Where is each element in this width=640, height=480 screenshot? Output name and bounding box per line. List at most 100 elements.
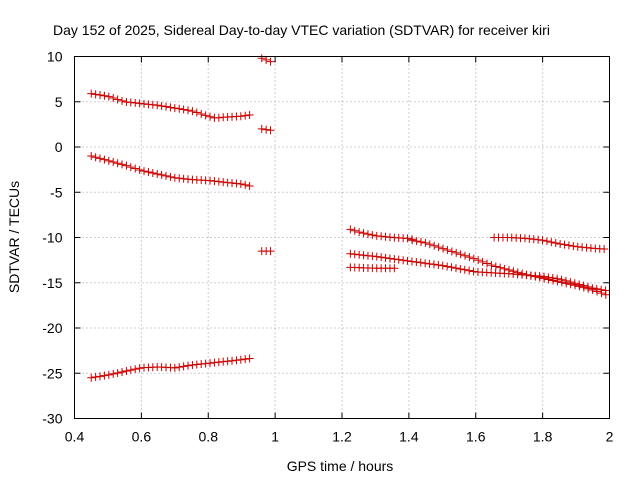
data-point-plus [162, 171, 171, 180]
data-point-plus [439, 244, 448, 253]
data-point-plus [188, 107, 197, 116]
x-tick-label: 1 [271, 429, 279, 445]
data-point-plus [561, 276, 570, 285]
data-point-plus [390, 255, 399, 264]
data-point-plus [355, 228, 364, 237]
data-point-plus [539, 272, 548, 281]
data-point-plus [597, 285, 606, 294]
data-point-plus [122, 367, 131, 376]
series-track-d [257, 54, 275, 66]
data-point-plus [236, 355, 245, 364]
data-point-plus [192, 108, 201, 117]
data-point-plus [118, 368, 127, 377]
data-point-plus [140, 167, 149, 176]
data-point-plus [452, 248, 461, 257]
data-point-plus [135, 364, 144, 373]
data-point-plus [175, 104, 184, 113]
series-track-g [346, 225, 416, 244]
data-point-plus [166, 172, 175, 181]
data-point-plus [122, 161, 131, 170]
data-point-plus [403, 256, 412, 265]
data-point-plus [399, 256, 408, 265]
data-point-plus [447, 247, 456, 256]
data-point-plus [109, 158, 118, 167]
data-point-plus [588, 284, 597, 293]
y-tick-label: -30 [42, 411, 62, 427]
data-point-plus [87, 89, 96, 98]
chart-title: Day 152 of 2025, Sidereal Day-to-day VTE… [53, 22, 550, 38]
data-point-plus [236, 112, 245, 121]
data-point-plus [447, 263, 456, 272]
data-point-plus [236, 180, 245, 189]
data-point-plus [126, 366, 135, 375]
x-tick-label: 1.8 [533, 429, 553, 445]
data-point-plus [157, 170, 166, 179]
series-track-k [490, 233, 609, 254]
x-tick-label: 0.8 [199, 429, 219, 445]
data-point-plus [434, 243, 443, 252]
series-track-i [346, 263, 399, 273]
data-point-plus [377, 253, 386, 262]
data-point-plus [421, 238, 430, 247]
data-point-plus [175, 363, 184, 372]
series-track-f [257, 247, 275, 256]
data-point-plus [100, 155, 109, 164]
data-point-plus [135, 165, 144, 174]
data-point-plus [551, 239, 560, 248]
y-tick-label: -5 [50, 184, 63, 200]
data-point-plus [91, 373, 100, 382]
data-point-plus [245, 111, 254, 120]
data-point-plus [118, 160, 127, 169]
data-point-plus [266, 57, 275, 66]
data-point-plus [144, 168, 153, 177]
data-point-plus [385, 254, 394, 263]
data-point-plus [241, 111, 250, 120]
x-tick-label: 0.4 [65, 429, 85, 445]
data-point-plus [113, 95, 122, 104]
data-point-plus [170, 363, 179, 372]
data-point-plus [126, 163, 135, 172]
data-point-plus [579, 281, 588, 290]
data-point-plus [538, 236, 547, 245]
data-point-plus [184, 106, 193, 115]
data-point-plus [575, 280, 584, 289]
x-tick-label: 2 [606, 429, 614, 445]
data-point-plus [100, 371, 109, 380]
data-point-plus [456, 250, 465, 259]
data-point-plus [153, 101, 162, 110]
data-point-plus [434, 261, 443, 270]
data-points [87, 54, 610, 382]
data-point-plus [241, 355, 250, 364]
y-tick-label: -15 [42, 275, 62, 291]
data-point-plus [162, 102, 171, 111]
data-point-plus [96, 372, 105, 381]
data-point-plus [179, 362, 188, 371]
y-tick-label: -10 [42, 230, 62, 246]
series-track-b [87, 152, 254, 190]
data-point-plus [131, 365, 140, 374]
data-point-plus [368, 231, 377, 240]
data-point-plus [544, 273, 553, 282]
x-tick-label: 0.6 [132, 429, 152, 445]
data-point-plus [560, 240, 569, 249]
data-point-plus [553, 274, 562, 283]
data-point-plus [548, 274, 557, 283]
x-tick-label: 1.2 [332, 429, 352, 445]
data-point-plus [417, 238, 426, 247]
data-point-plus [547, 238, 556, 247]
data-point-plus [104, 92, 113, 101]
data-point-plus [592, 284, 601, 293]
data-point-plus [465, 253, 474, 262]
y-tick-label: -20 [42, 320, 62, 336]
x-tick-label: 1.4 [399, 429, 419, 445]
data-point-plus [118, 96, 127, 105]
data-point-plus [257, 124, 266, 133]
data-point-plus [569, 242, 578, 251]
data-point-plus [91, 153, 100, 162]
data-point-plus [564, 241, 573, 250]
series-track-a [87, 89, 254, 122]
data-point-plus [412, 258, 421, 267]
data-point-plus [157, 101, 166, 110]
y-tick-label: 0 [55, 139, 63, 155]
